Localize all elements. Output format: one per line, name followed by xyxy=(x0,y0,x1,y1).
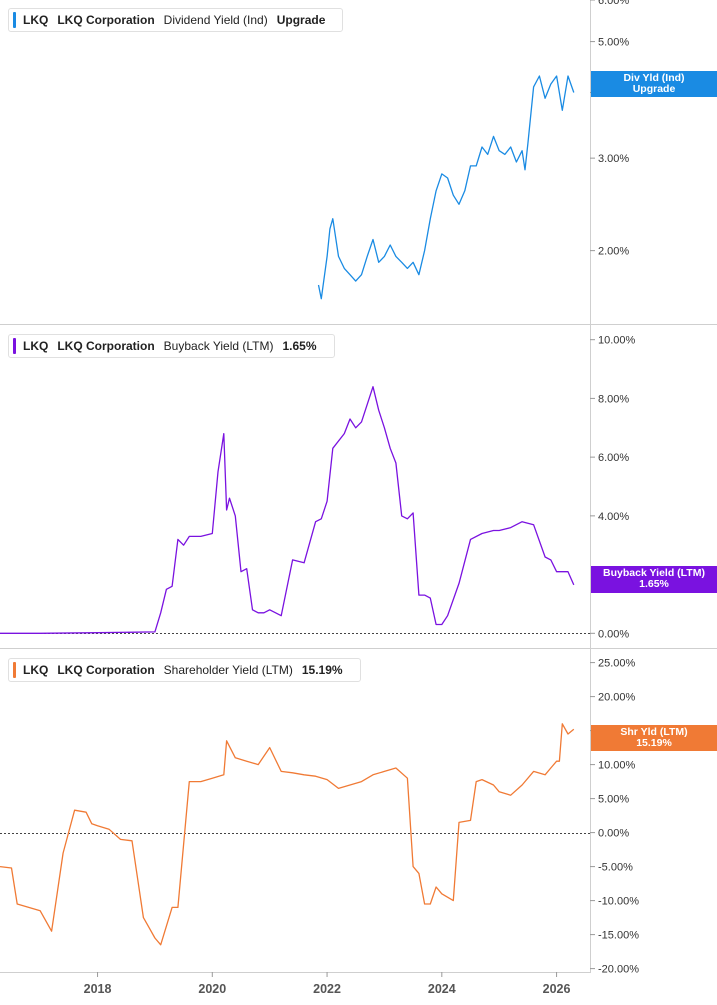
legend-value: 15.19% xyxy=(301,663,343,677)
legend-company: LKQ Corporation xyxy=(57,13,155,27)
x-tick-label: 2020 xyxy=(198,982,226,996)
y-tick-label: -15.00% xyxy=(598,930,639,942)
y-tick-label: 0.00% xyxy=(598,628,629,640)
legend-company: LKQ Corporation xyxy=(57,339,155,353)
x-tick-label: 2026 xyxy=(543,982,571,996)
x-tick-label: 2024 xyxy=(428,982,456,996)
y-tick-label: -20.00% xyxy=(598,964,639,976)
legend-metric: Shareholder Yield (LTM) xyxy=(163,663,293,677)
y-tick-label: 3.00% xyxy=(598,153,629,165)
legend-company: LKQ Corporation xyxy=(57,663,155,677)
y-tick-label: 8.00% xyxy=(598,393,629,405)
tag-value: Upgrade xyxy=(632,83,676,95)
last-value-tag-shareholder: Shr Yld (LTM) 15.19% xyxy=(591,725,717,751)
y-tick-label: 25.00% xyxy=(598,658,636,670)
series-line xyxy=(0,723,575,946)
legend-value: 1.65% xyxy=(282,339,317,353)
y-tick-label: 6.00% xyxy=(598,0,629,7)
legend-ticker: LKQ xyxy=(23,339,49,353)
y-tick-label: 0.00% xyxy=(598,828,629,840)
tag-label: Shr Yld (LTM) xyxy=(620,726,688,738)
x-tick-label: 2018 xyxy=(84,982,112,996)
y-tick-label: 6.00% xyxy=(598,452,629,464)
legend-ticker: LKQ xyxy=(23,663,49,677)
y-tick-label: 5.00% xyxy=(598,794,629,806)
legend-dividend-yield[interactable]: LKQ LKQ Corporation Dividend Yield (Ind)… xyxy=(8,8,344,32)
y-tick-label: 10.00% xyxy=(598,335,636,347)
y-tick-label: 10.00% xyxy=(598,760,636,772)
tag-label: Div Yld (Ind) xyxy=(623,72,685,84)
last-value-tag-dividend: Div Yld (Ind) Upgrade xyxy=(591,71,717,97)
legend-color-marker xyxy=(13,662,16,678)
y-tick-label: 5.00% xyxy=(598,37,629,49)
y-tick-label: -5.00% xyxy=(598,862,633,874)
legend-metric: Dividend Yield (Ind) xyxy=(163,13,268,27)
y-tick-label: 20.00% xyxy=(598,692,636,704)
series-line xyxy=(317,75,575,300)
legend-color-marker xyxy=(13,12,16,28)
legend-shareholder-yield[interactable]: LKQ LKQ Corporation Shareholder Yield (L… xyxy=(8,658,361,682)
tag-value: 15.19% xyxy=(636,737,672,749)
series-line xyxy=(0,386,575,634)
legend-metric: Buyback Yield (LTM) xyxy=(163,339,274,353)
last-value-tag-buyback: Buyback Yield (LTM) 1.65% xyxy=(591,566,717,593)
y-tick-label: -10.00% xyxy=(598,896,639,908)
x-tick-label: 2022 xyxy=(313,982,341,996)
tag-label: Buyback Yield (LTM) xyxy=(603,567,705,579)
legend-value: Upgrade xyxy=(276,13,326,27)
y-tick-label: 2.00% xyxy=(598,246,629,258)
legend-buyback-yield[interactable]: LKQ LKQ Corporation Buyback Yield (LTM) … xyxy=(8,334,335,358)
tag-value: 1.65% xyxy=(639,578,669,590)
y-tick-label: 4.00% xyxy=(598,511,629,523)
legend-color-marker xyxy=(13,338,16,354)
legend-ticker: LKQ xyxy=(23,13,49,27)
